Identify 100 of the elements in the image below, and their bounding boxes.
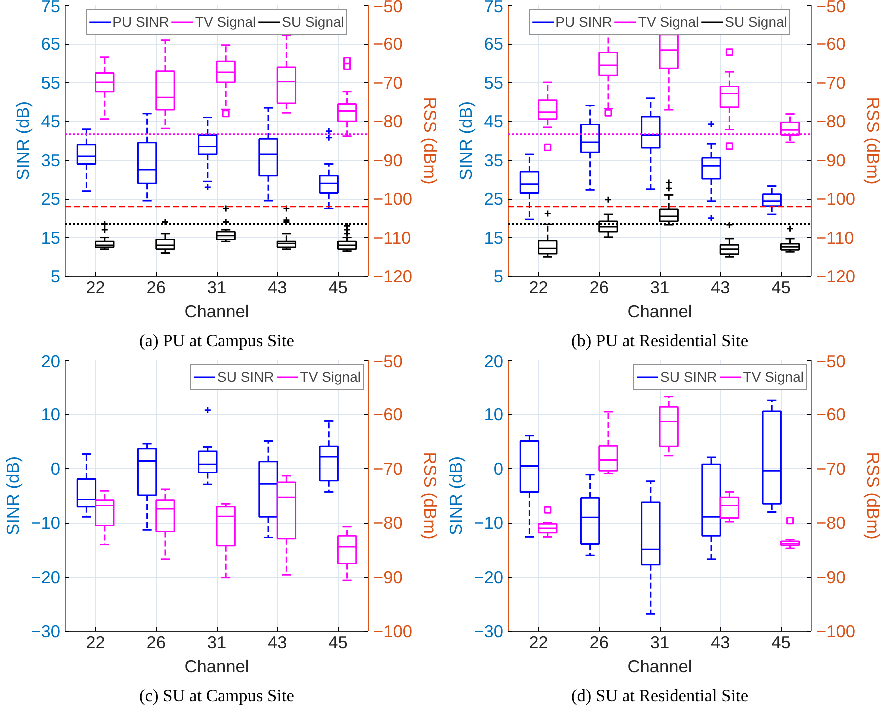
- y2-tick-label: −80: [374, 513, 403, 534]
- y2-tick-label: −50: [374, 352, 403, 372]
- x-tick-label: 43: [268, 632, 288, 652]
- y2-tick-label: −90: [374, 567, 403, 588]
- y2-tick-label: −100: [816, 189, 856, 210]
- x-tick-label: 31: [207, 278, 227, 298]
- y-tick-label: −30: [474, 622, 504, 642]
- y2-tick-label: −110: [374, 228, 412, 248]
- text: (a) PU at Campus Site: [140, 332, 295, 350]
- x-tick-label: 43: [268, 278, 288, 298]
- legend-label: SU Signal: [282, 14, 344, 30]
- y2-tick-label: −60: [374, 34, 403, 54]
- text: (d) SU at Residential Site: [571, 686, 749, 706]
- y2-tick-label: −90: [816, 567, 846, 588]
- y2-tick-label: −50: [816, 352, 846, 372]
- y-tick-label: 35: [484, 150, 504, 170]
- y-tick-label: 25: [41, 189, 61, 210]
- x-tick-label: 45: [772, 632, 791, 652]
- legend-label: PU SINR: [556, 14, 612, 30]
- legend-label: TV Signal: [195, 14, 256, 30]
- y2-tick-label: −60: [816, 404, 846, 425]
- y-tick-label: 15: [41, 228, 61, 248]
- y2-tick-label: −70: [816, 458, 846, 479]
- y-tick-label: 0: [494, 458, 504, 479]
- x-tick-label: 31: [207, 632, 227, 652]
- x-axis-title: Channel: [628, 302, 692, 322]
- y2-tick-label: −50: [374, 0, 403, 16]
- y-tick-label: 65: [484, 34, 504, 54]
- y-tick-label: −30: [31, 622, 61, 642]
- y-tick-label: −10: [31, 513, 61, 534]
- y2-axis-title: RSS (dBm): [420, 97, 441, 185]
- y-axis-title: SINR (dB): [456, 102, 476, 180]
- y-tick-label: −20: [474, 567, 504, 588]
- x-tick-label: 45: [772, 278, 791, 298]
- x-tick-label: 45: [328, 278, 348, 298]
- y-tick-label: 45: [484, 112, 504, 132]
- legend-label: TV Signal: [638, 14, 700, 30]
- y-tick-label: 20: [41, 352, 61, 372]
- y2-tick-label: −120: [816, 266, 856, 286]
- legend-label: TV Signal: [743, 369, 804, 385]
- y2-axis-title: RSS (dBm): [864, 452, 884, 540]
- y2-axis-title: RSS (dBm): [420, 452, 441, 540]
- x-tick-label: 22: [529, 278, 548, 298]
- y-tick-label: 10: [484, 404, 504, 425]
- y2-tick-label: −70: [816, 72, 846, 93]
- y-tick-label: 15: [484, 228, 504, 248]
- y2-tick-label: −100: [374, 189, 413, 210]
- x-axis-title: Channel: [628, 656, 692, 676]
- y-tick-label: 55: [41, 72, 61, 93]
- y-axis-title: SINR (dB): [3, 456, 24, 536]
- x-tick-label: 26: [146, 278, 166, 298]
- y-tick-label: 45: [41, 112, 61, 132]
- y2-tick-label: −60: [374, 404, 403, 425]
- y2-tick-label: −70: [374, 72, 403, 93]
- x-tick-label: 31: [650, 632, 670, 652]
- y-tick-label: −10: [474, 513, 504, 534]
- x-tick-label: 22: [529, 632, 548, 652]
- x-tick-label: 26: [590, 632, 610, 652]
- y-tick-label: 5: [50, 266, 61, 286]
- x-tick-label: 43: [710, 278, 730, 298]
- legend-label: TV Signal: [300, 369, 361, 385]
- legend-label: SU SINR: [218, 369, 274, 385]
- y-axis-title: SINR (dB): [446, 456, 466, 536]
- y2-tick-label: −90: [816, 150, 846, 170]
- y-tick-label: 0: [50, 458, 61, 479]
- y2-tick-label: −70: [374, 458, 403, 479]
- y2-tick-label: −80: [374, 112, 403, 132]
- y2-tick-label: −100: [816, 622, 856, 642]
- y-tick-label: 65: [41, 34, 61, 54]
- y2-tick-label: −60: [816, 34, 846, 54]
- y2-tick-label: −80: [816, 513, 846, 534]
- legend-label: SU Signal: [725, 14, 788, 30]
- y-tick-label: −20: [31, 567, 61, 588]
- x-tick-label: 43: [710, 632, 730, 652]
- x-axis-title: Channel: [184, 302, 250, 322]
- y-tick-label: 25: [484, 189, 504, 210]
- y-tick-label: 75: [41, 0, 61, 16]
- y-tick-label: 10: [41, 404, 61, 425]
- x-tick-label: 26: [590, 278, 610, 298]
- y2-tick-label: −120: [374, 266, 413, 286]
- text: (c) SU at Campus Site: [140, 686, 295, 706]
- y2-tick-label: −80: [816, 112, 846, 132]
- x-tick-label: 22: [86, 632, 106, 652]
- x-tick-label: 31: [650, 278, 670, 298]
- y-tick-label: 20: [484, 352, 504, 372]
- y2-axis-title: RSS (dBm): [864, 97, 884, 185]
- y2-tick-label: −50: [816, 0, 846, 16]
- y-tick-label: 75: [484, 0, 504, 16]
- y-tick-label: 55: [484, 72, 504, 93]
- y2-tick-label: −90: [374, 150, 403, 170]
- y2-tick-label: −100: [374, 622, 413, 642]
- x-tick-label: 22: [86, 278, 106, 298]
- x-tick-label: 26: [146, 632, 166, 652]
- y-tick-label: 5: [494, 266, 504, 286]
- y-tick-label: 35: [41, 150, 61, 170]
- legend-label: PU SINR: [112, 14, 170, 30]
- x-tick-label: 45: [328, 632, 348, 652]
- y2-tick-label: −110: [816, 228, 854, 248]
- legend-label: SU SINR: [660, 369, 718, 385]
- y-axis-title: SINR (dB): [13, 102, 34, 180]
